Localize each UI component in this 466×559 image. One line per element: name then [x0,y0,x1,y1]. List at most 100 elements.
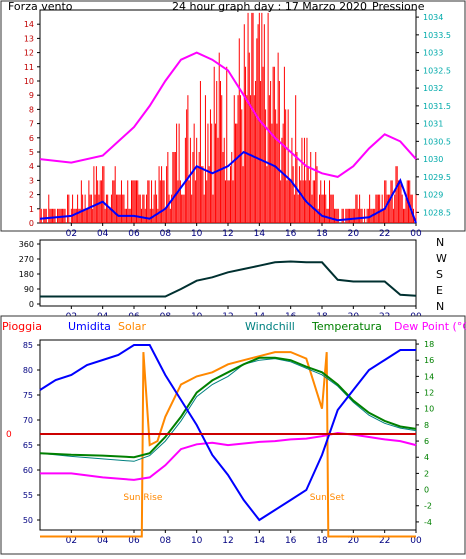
legend-temperatura: Temperatura [311,320,382,333]
wind-force-label: Forza vento [8,0,73,13]
temperature-tick-label: 6 [424,437,429,446]
wind-direction-line [40,260,417,298]
x-tick-label: 18 [316,229,328,239]
right-tick-label: 1028.5 [423,208,451,217]
temperature-tick-label: -2 [424,502,432,511]
left-tick-label: 3 [29,176,34,185]
x-tick-label: 20 [348,536,360,546]
right-tick-label: 1031 [423,120,443,129]
x-tick-label: 06 [128,229,140,239]
left-tick-label: 14 [24,20,34,29]
x-tick-label: 00 [410,229,422,239]
compass-label: E [436,284,443,297]
direction-tick-label: 360 [19,240,34,249]
right-tick-label: 1030 [423,155,443,164]
chart-title: 24 hour graph day : 17 Marzo 2020 [172,0,367,13]
temperature-tick-label: 8 [424,421,429,430]
x-tick-label: 04 [97,229,109,239]
direction-tick-label: 180 [19,270,34,279]
temperature-tick-label: 4 [424,453,429,462]
humidity-tick-label: 85 [23,341,33,350]
left-tick-label: 7 [29,120,34,129]
x-tick-label: 22 [379,536,390,546]
direction-tick-label: 270 [19,255,34,264]
humidity-tick-label: 55 [23,491,33,500]
x-tick-label: 16 [285,536,297,546]
temperature-tick-label: 14 [424,372,434,381]
temperature-tick-label: 10 [424,405,434,414]
humidity-tick-label: 70 [23,416,33,425]
temperature-tick-label: 12 [424,389,434,398]
humidity-tick-label: 80 [23,366,33,375]
x-tick-label: 14 [254,536,266,546]
legend-dew: Dew Point (°C) [394,320,466,333]
x-tick-label: 18 [316,536,328,546]
temperature-tick-label: 18 [424,340,434,349]
pressure-label: Pressione [372,0,425,13]
left-tick-label: 0 [29,219,34,228]
compass-label: S [436,268,443,281]
x-tick-label: 10 [191,536,203,546]
right-tick-label: 1030.5 [423,137,451,146]
temperature-tick-label: 0 [424,486,429,495]
temperature-tick-label: 2 [424,469,429,478]
right-tick-label: 1032 [423,84,443,93]
left-tick-label: 5 [29,148,34,157]
x-tick-label: 02 [66,536,77,546]
legend-windchill: Windchill [245,320,295,333]
x-tick-label: 10 [191,229,203,239]
temperature-tick-label: 16 [424,356,434,365]
direction-tick-label: 0 [29,300,34,309]
left-tick-label: 12 [24,49,34,58]
right-tick-label: 1033 [423,49,443,58]
humidity-tick-label: 75 [23,391,33,400]
left-tick-label: 10 [24,77,34,86]
compass-label: N [436,236,444,249]
right-tick-label: 1033.5 [423,31,451,40]
rain-zero-label: 0 [6,430,12,440]
humidity-tick-label: 50 [23,516,33,525]
left-tick-label: 11 [24,63,34,72]
right-tick-label: 1034 [423,13,443,22]
x-tick-label: 00 [410,536,422,546]
x-tick-label: 04 [97,536,109,546]
humidity-tick-label: 65 [23,441,33,450]
solar-line [40,351,416,538]
pressure-line [39,51,417,178]
x-tick-label: 22 [379,229,390,239]
legend-umidita: Umidita [68,320,111,333]
left-tick-label: 1 [29,205,34,214]
dew-point-c-line [40,431,417,481]
x-tick-label: 08 [160,229,172,239]
right-tick-label: 1032.5 [423,66,451,75]
windchill-line [39,358,417,462]
x-tick-label: 14 [254,229,266,239]
temperature-tick-label: -4 [424,518,432,527]
left-tick-label: 9 [29,91,34,100]
compass-label: W [436,252,447,265]
wind-gust-line [39,150,417,224]
humidity-tick-label: 60 [23,466,33,475]
x-tick-label: 12 [222,536,233,546]
x-tick-label: 20 [348,229,360,239]
legend-pioggia: Pioggia [2,320,42,333]
x-tick-label: 08 [160,536,172,546]
right-tick-label: 1029.5 [423,173,451,182]
left-tick-label: 2 [29,191,34,200]
right-tick-label: 1029 [423,191,443,200]
left-tick-label: 6 [29,134,34,143]
left-tick-label: 13 [24,34,34,43]
x-tick-label: 06 [128,536,140,546]
left-tick-label: 8 [29,105,34,114]
x-tick-label: 16 [285,229,297,239]
left-tick-label: 4 [29,162,34,171]
compass-label: N [436,300,444,313]
x-tick-label: 02 [66,229,77,239]
legend-solar: Solar [118,320,147,333]
right-tick-label: 1031.5 [423,102,451,111]
temperatura-line [39,356,417,459]
umidita-line [39,344,416,522]
x-tick-label: 12 [222,229,233,239]
